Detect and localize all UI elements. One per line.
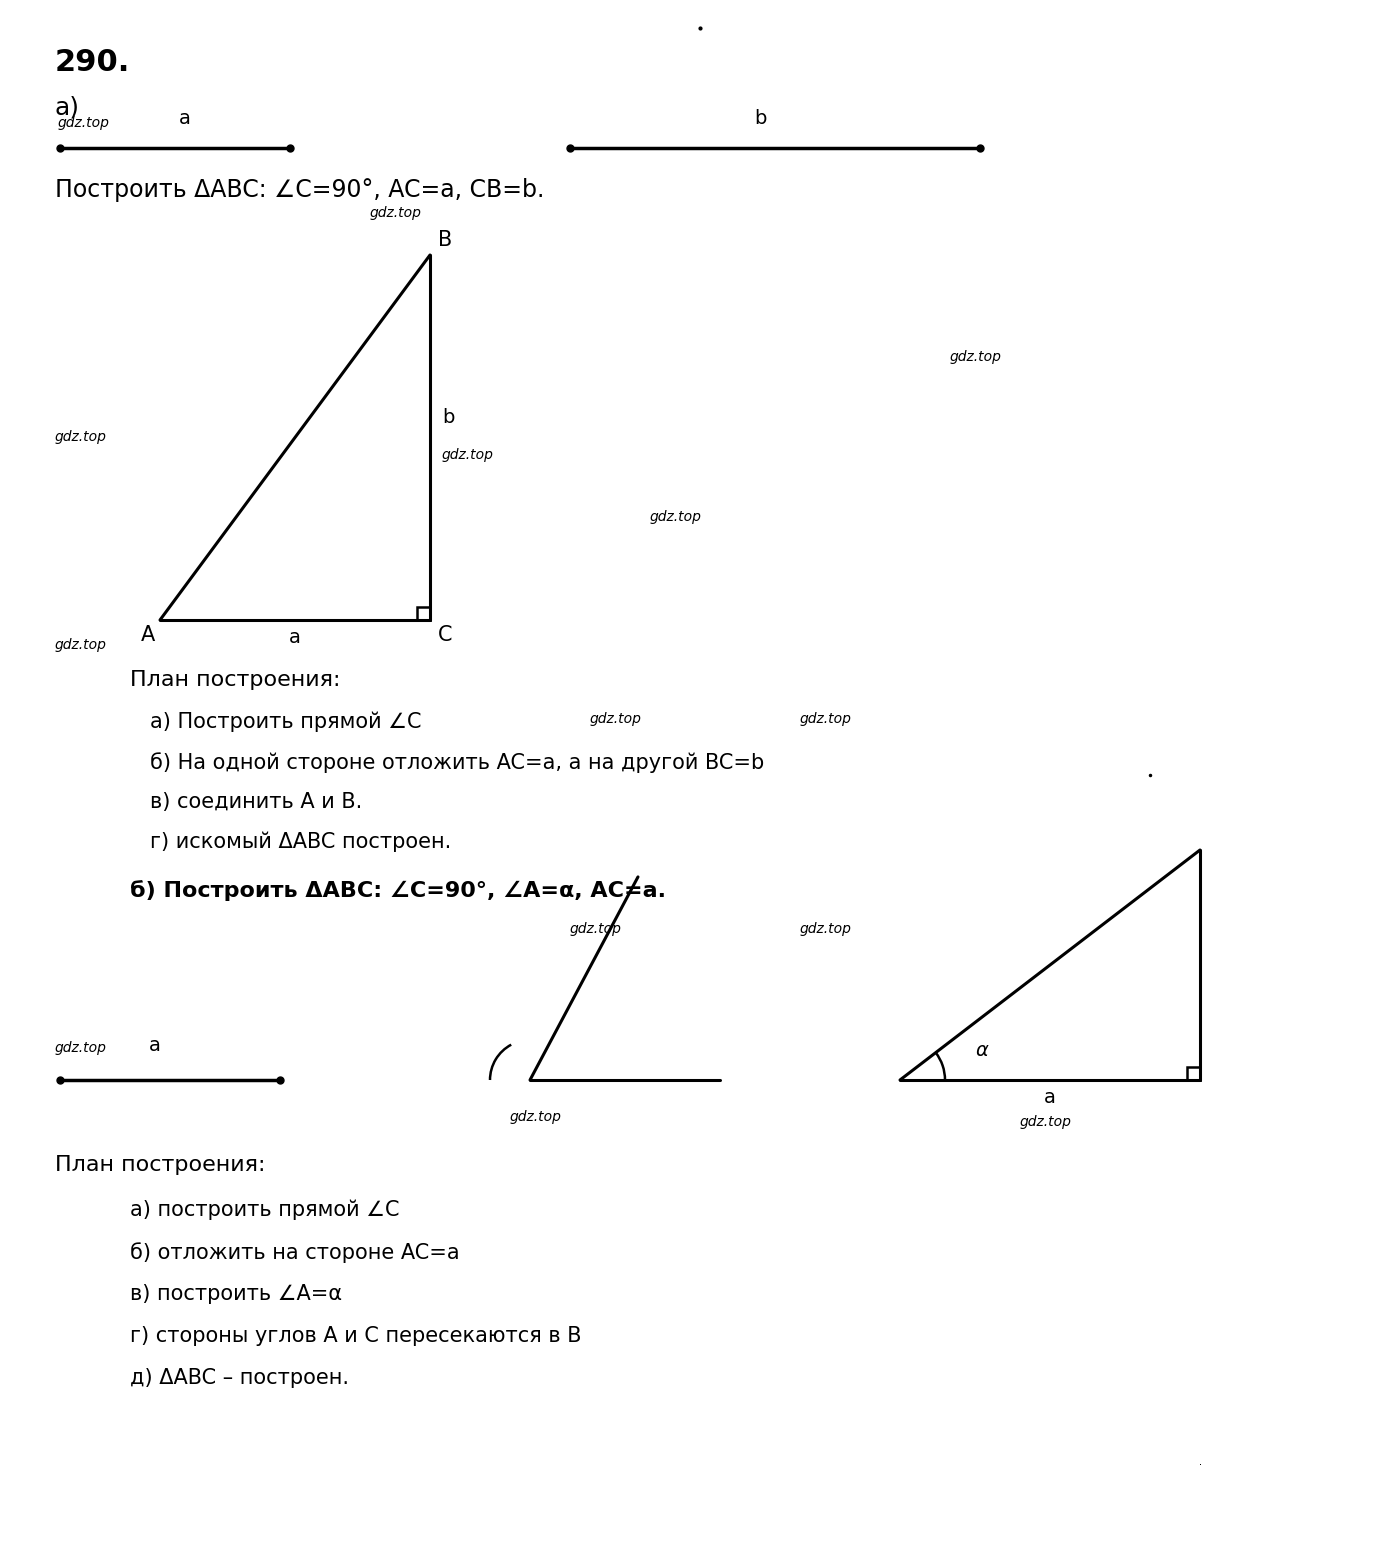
Text: gdz.top: gdz.top [55, 638, 106, 652]
Text: gdz.top: gdz.top [799, 922, 851, 936]
Text: gdz.top: gdz.top [370, 206, 421, 220]
Text: а): а) [55, 95, 80, 119]
Text: gdz.top: gdz.top [650, 510, 701, 524]
Text: в) построить ∠A=α: в) построить ∠A=α [130, 1284, 342, 1304]
Text: gdz.top: gdz.top [510, 1111, 561, 1125]
Text: 290.: 290. [55, 48, 130, 76]
Text: gdz.top: gdz.top [951, 349, 1002, 363]
Text: gdz.top: gdz.top [55, 1041, 106, 1055]
Text: План построения:: План построения: [130, 669, 340, 690]
Text: План построения:: План построения: [55, 1154, 266, 1175]
Text: a: a [288, 629, 301, 647]
Text: б) На одной стороне отложить AC=a, а на другой BC=b: б) На одной стороне отложить AC=a, а на … [150, 752, 764, 772]
Text: gdz.top: gdz.top [570, 922, 622, 936]
Text: а) построить прямой ∠C: а) построить прямой ∠C [130, 1200, 399, 1220]
Text: a: a [179, 109, 190, 128]
Text: gdz.top: gdz.top [799, 711, 851, 725]
Text: a: a [1044, 1087, 1056, 1108]
Text: gdz.top: gdz.top [442, 448, 494, 462]
Text: a: a [148, 1036, 161, 1055]
Text: C: C [438, 626, 452, 644]
Text: gdz.top: gdz.top [1021, 1115, 1072, 1129]
Text: b: b [442, 409, 455, 427]
Text: в) соединить А и B.: в) соединить А и B. [150, 792, 363, 813]
Text: gdz.top: gdz.top [589, 711, 641, 725]
Text: b: b [753, 109, 766, 128]
Text: $\alpha$: $\alpha$ [974, 1041, 990, 1059]
Text: а) Построить прямой ∠C: а) Построить прямой ∠C [150, 711, 421, 733]
Text: B: B [438, 229, 452, 250]
Text: д) ΔABC – построен.: д) ΔABC – построен. [130, 1368, 349, 1388]
Text: б) отложить на стороне AC=a: б) отложить на стороне AC=a [130, 1242, 459, 1264]
Text: Построить ΔABC: ∠C=90°, AC=a, CB=b.: Построить ΔABC: ∠C=90°, AC=a, CB=b. [55, 178, 545, 201]
Text: г) искомый ΔABC построен.: г) искомый ΔABC построен. [150, 831, 451, 852]
Text: A: A [141, 626, 155, 644]
Text: б) Построить ΔABC: ∠C=90°, ∠A=α, AC=a.: б) Построить ΔABC: ∠C=90°, ∠A=α, AC=a. [130, 880, 666, 902]
Text: г) стороны углов А и С пересекаются в B: г) стороны углов А и С пересекаются в B [130, 1326, 581, 1346]
Text: gdz.top: gdz.top [55, 431, 106, 445]
Text: gdz.top: gdz.top [57, 115, 109, 129]
